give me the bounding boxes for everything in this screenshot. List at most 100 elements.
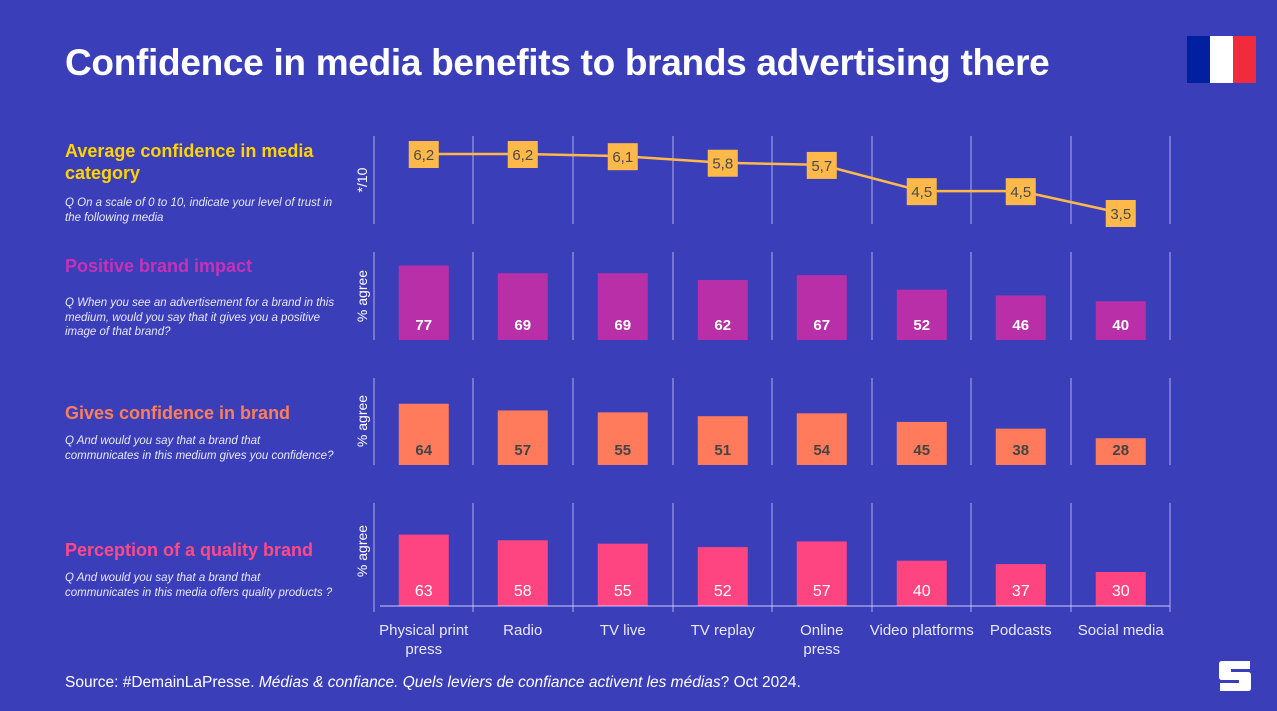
bar: [497, 273, 548, 340]
data-point-marker: [906, 178, 937, 206]
bar-value-label: 67: [813, 317, 830, 334]
section-question: Q And would you say that a brand that co…: [65, 572, 333, 599]
source-title: Médias & confiance. Quels leviers de con…: [258, 674, 721, 691]
data-point-marker: [607, 143, 638, 171]
data-point-marker: [408, 141, 439, 168]
bar: [995, 295, 1046, 340]
confidence-line: [423, 152, 1122, 215]
x-axis-tick-label: TV replay: [691, 622, 756, 639]
section-positive-brand-impact: Positive brand impact Q When you see an …: [65, 255, 335, 340]
y-axis-label: % agree: [354, 525, 370, 577]
data-point-marker: [507, 141, 538, 168]
bar: [697, 279, 748, 340]
flag-stripe-blue: [1187, 36, 1210, 83]
section-gives-confidence: Gives confidence in brand Q And would yo…: [65, 402, 335, 463]
page-title: Confidence in media benefits to brands a…: [65, 42, 1050, 83]
section-quality-brand: Perception of a quality brand Q And woul…: [65, 539, 335, 600]
data-label: 6,2: [413, 147, 434, 164]
data-point-marker: [707, 149, 738, 177]
bar-value-label: 55: [614, 442, 631, 459]
bar: [796, 413, 847, 465]
bar: [398, 265, 449, 340]
data-point-marker: [1005, 178, 1036, 206]
x-axis-tick-label: Social media: [1078, 622, 1165, 639]
section-heading: Perception of a quality brand: [65, 540, 314, 560]
bar-value-label: 38: [1012, 442, 1029, 459]
bar-value-label: 55: [614, 583, 632, 600]
data-label: 5,7: [811, 158, 832, 175]
bar-value-label: 62: [714, 317, 731, 334]
bar-value-label: 40: [1112, 317, 1129, 334]
y-axis-label: % agree: [354, 270, 370, 322]
bar-value-label: 45: [913, 442, 930, 459]
section-question: Q When you see an advertisement for a br…: [65, 297, 335, 338]
x-axis-tick-label: Online: [800, 622, 843, 639]
bar-value-label: 69: [614, 317, 631, 334]
data-label: 6,2: [512, 147, 533, 164]
bar: [796, 541, 847, 606]
bar: [896, 289, 947, 340]
brand-logo-icon: [1219, 661, 1251, 691]
bar: [497, 410, 548, 465]
bar: [398, 403, 449, 465]
section-heading: Positive brand impact: [65, 256, 253, 276]
bar-value-label: 57: [813, 583, 831, 600]
x-axis-tick-label: Physical print: [379, 622, 469, 639]
data-label: 6,1: [612, 149, 633, 166]
bar: [697, 416, 748, 465]
x-axis-tick-label: Podcasts: [990, 622, 1052, 639]
bar-value-label: 51: [714, 442, 731, 459]
bar-value-label: 52: [913, 317, 930, 334]
data-point-marker: [806, 151, 837, 179]
section-question: Q On a scale of 0 to 10, indicate your l…: [65, 197, 333, 224]
bar-value-label: 52: [714, 583, 732, 600]
bar-value-label: 64: [415, 442, 432, 459]
france-flag-icon: [1187, 36, 1256, 83]
section-heading: Average confidence in media category: [65, 141, 314, 183]
bar-value-label: 40: [913, 583, 931, 600]
data-label: 5,8: [712, 156, 733, 173]
y-axis-label: */10: [354, 167, 370, 192]
bar: [1095, 572, 1146, 606]
bar: [1095, 438, 1146, 465]
source-note: Source: #DemainLaPresse. Médias & confia…: [65, 674, 801, 692]
bar: [896, 421, 947, 465]
bar: [597, 543, 648, 606]
flag-stripe-white: [1210, 36, 1233, 83]
bar-value-label: 37: [1012, 583, 1030, 600]
bar: [398, 534, 449, 606]
bar-value-label: 69: [514, 317, 531, 334]
section-heading: Gives confidence in brand: [65, 403, 291, 423]
flag-stripe-red: [1233, 36, 1256, 83]
data-label: 4,5: [911, 184, 932, 201]
data-point-marker: [1105, 200, 1136, 227]
bar-value-label: 77: [415, 317, 432, 334]
bar: [995, 564, 1046, 606]
bar-value-label: 63: [415, 583, 433, 600]
x-axis-tick-label: press: [405, 641, 442, 658]
bar-value-label: 58: [514, 583, 532, 600]
bar: [597, 273, 648, 340]
x-axis-tick-label: Video platforms: [870, 622, 974, 639]
bar-value-label: 28: [1112, 442, 1129, 459]
bar: [1095, 301, 1146, 340]
x-axis-tick-label: TV live: [600, 622, 646, 639]
y-axis-label: % agree: [354, 395, 370, 447]
bar: [896, 560, 947, 606]
bar-value-label: 54: [813, 442, 830, 459]
section-question: Q And would you say that a brand that co…: [65, 435, 334, 462]
bar: [995, 428, 1046, 465]
bar: [697, 547, 748, 606]
bar: [497, 540, 548, 606]
bar: [796, 275, 847, 340]
section-average-confidence: Average confidence in media category Q O…: [65, 140, 335, 225]
x-axis-tick-label: Radio: [503, 622, 542, 639]
x-axis-tick-label: press: [803, 641, 840, 658]
bar-value-label: 46: [1012, 317, 1029, 334]
source-suffix: ? Oct 2024.: [720, 674, 801, 691]
bar: [597, 412, 648, 465]
source-prefix: Source: #DemainLaPresse.: [65, 674, 259, 691]
bar-value-label: 57: [514, 442, 531, 459]
data-label: 3,5: [1110, 206, 1131, 223]
